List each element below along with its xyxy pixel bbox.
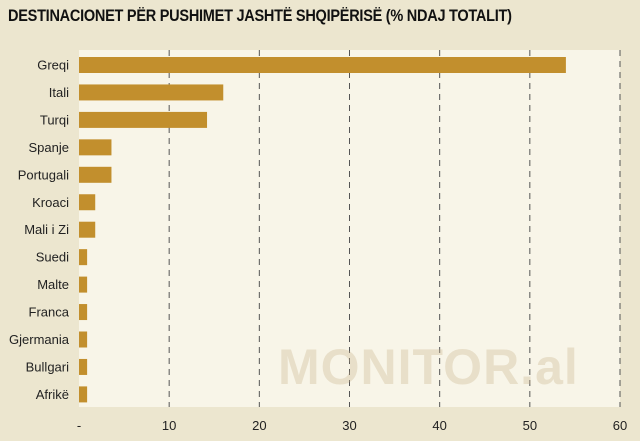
chart-title: DESTINACIONET PËR PUSHIMET JASHTË SHQIPË… — [8, 7, 512, 25]
x-tick-label-4: 40 — [432, 418, 446, 433]
bar-5 — [79, 194, 96, 211]
x-tick-label-0: - — [77, 418, 81, 433]
bar-8 — [79, 276, 88, 293]
bar-2 — [79, 111, 208, 128]
category-label-2: Turqi — [40, 112, 69, 127]
grid-lines — [168, 50, 621, 407]
category-label-11: Bullgari — [26, 359, 69, 374]
bar-0 — [79, 57, 566, 73]
bar-9 — [79, 304, 88, 321]
category-label-5: Kroaci — [32, 195, 69, 210]
x-tick-label-1: 10 — [162, 418, 176, 433]
category-label-9: Franca — [29, 305, 70, 320]
category-label-1: Itali — [49, 85, 69, 100]
bar-11 — [79, 358, 88, 375]
x-tick-label-6: 60 — [613, 418, 627, 433]
category-label-6: Mali i Zi — [24, 222, 69, 237]
bar-6 — [79, 221, 96, 238]
category-label-8: Malte — [37, 277, 69, 292]
x-tick-label-2: 20 — [252, 418, 266, 433]
category-label-0: Greqi — [37, 58, 69, 73]
bars — [79, 57, 566, 403]
bar-12 — [79, 386, 88, 403]
category-label-3: Spanje — [29, 140, 69, 155]
category-label-10: Gjermania — [9, 332, 70, 347]
x-tick-labels: - 10 20 30 40 50 60 — [77, 418, 627, 433]
category-label-4: Portugali — [18, 167, 69, 182]
bar-4 — [79, 166, 112, 183]
bar-10 — [79, 331, 88, 348]
bar-3 — [79, 139, 112, 156]
bar-7 — [79, 249, 88, 266]
category-label-7: Suedi — [36, 250, 69, 265]
category-label-12: Afrikë — [36, 387, 69, 402]
x-tick-label-3: 30 — [342, 418, 356, 433]
category-labels: Greqi Itali Turqi Spanje Portugali Kroaci Mali… — [9, 58, 70, 402]
bar-1 — [79, 84, 224, 101]
x-tick-label-5: 50 — [523, 418, 537, 433]
